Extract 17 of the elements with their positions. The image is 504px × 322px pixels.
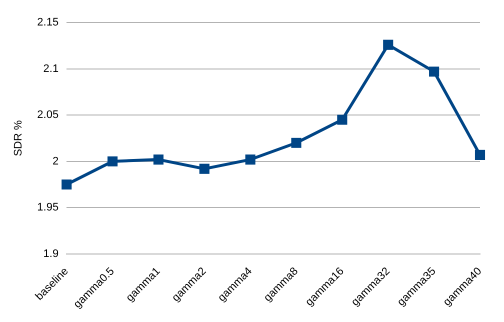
y-tick-label: 2 <box>52 155 59 168</box>
y-tick-label: 2.15 <box>37 16 59 29</box>
y-tick-label: 2.1 <box>43 62 59 75</box>
point <box>108 156 118 166</box>
y-tick-label: 1.95 <box>37 202 59 214</box>
y-tick-label: 2.05 <box>37 109 59 122</box>
point <box>62 179 72 190</box>
point <box>474 150 486 160</box>
point <box>291 138 302 148</box>
point <box>153 154 164 165</box>
point <box>245 154 256 165</box>
point <box>337 114 348 125</box>
point <box>429 66 440 77</box>
y-axis-title: SDR % <box>12 120 25 156</box>
point <box>383 40 394 50</box>
point <box>199 164 210 174</box>
y-tick-label: 1.9 <box>43 248 59 260</box>
